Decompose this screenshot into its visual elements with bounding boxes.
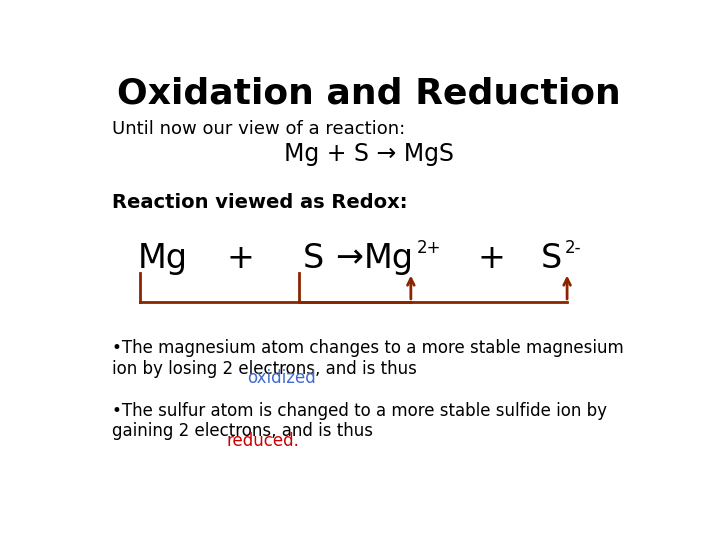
- Text: 2+: 2+: [416, 239, 441, 256]
- Text: →: →: [336, 241, 364, 275]
- Text: •The magnesium atom changes to a more stable magnesium
ion by losing 2 electrons: •The magnesium atom changes to a more st…: [112, 339, 624, 378]
- Text: Reaction viewed as Redox:: Reaction viewed as Redox:: [112, 193, 408, 212]
- Text: •The sulfur atom is changed to a more stable sulfide ion by
gaining 2 electrons,: •The sulfur atom is changed to a more st…: [112, 402, 607, 441]
- Text: +: +: [227, 241, 255, 275]
- Text: Mg: Mg: [364, 241, 413, 275]
- Text: S: S: [540, 241, 562, 275]
- Text: Mg + S → MgS: Mg + S → MgS: [284, 142, 454, 166]
- Text: oxidized: oxidized: [247, 369, 316, 387]
- Text: Mg: Mg: [138, 241, 187, 275]
- Text: +: +: [478, 241, 505, 275]
- Text: S: S: [302, 241, 324, 275]
- Text: Oxidation and Reduction: Oxidation and Reduction: [117, 77, 621, 111]
- Text: Until now our view of a reaction:: Until now our view of a reaction:: [112, 120, 405, 138]
- Text: reduced.: reduced.: [227, 431, 300, 449]
- Text: 2-: 2-: [564, 239, 581, 256]
